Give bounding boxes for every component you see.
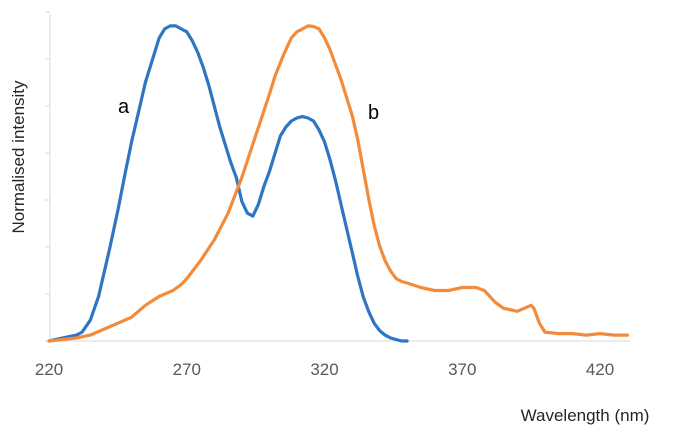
series-label-a: a <box>118 96 130 118</box>
series-label-b: b <box>368 102 379 124</box>
x-tick-label: 270 <box>173 360 201 379</box>
x-tick-label: 220 <box>35 360 63 379</box>
x-axis-tick-labels: 220 270 320 370 420 <box>35 360 614 379</box>
y-axis-ticks <box>45 11 50 342</box>
y-axis <box>45 11 51 342</box>
series-line-a <box>47 24 409 343</box>
series-line-b <box>47 24 630 343</box>
y-axis-title: Normalised intensity <box>9 80 28 234</box>
x-tick-label: 320 <box>310 360 338 379</box>
x-tick-label: 370 <box>448 360 476 379</box>
x-axis-title: Wavelength (nm) <box>521 406 650 425</box>
x-tick-label: 420 <box>586 360 614 379</box>
series-layer <box>47 24 630 343</box>
